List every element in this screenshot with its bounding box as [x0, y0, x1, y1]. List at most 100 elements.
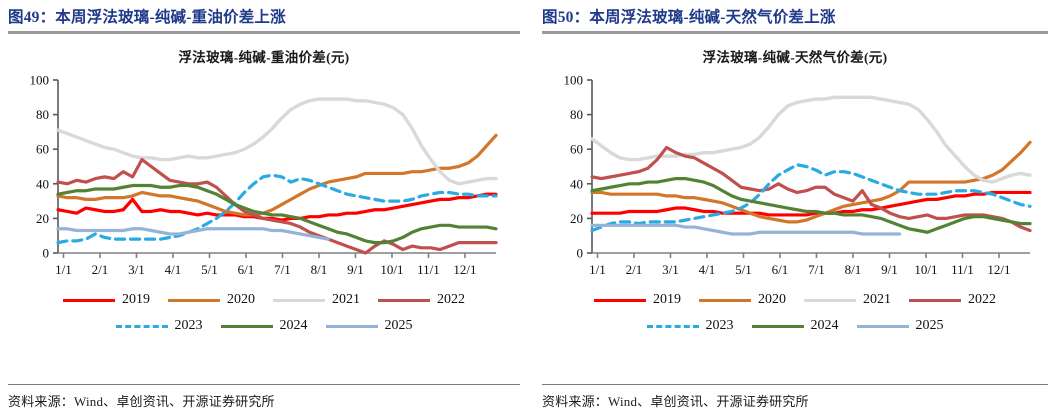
x-tick-label: 7/1: [274, 262, 291, 277]
legend-label-2019: 2019: [122, 292, 150, 307]
y-tick-label: 80: [570, 107, 583, 122]
legend-row-1: 2019 2020 2021 2022: [8, 287, 520, 313]
y-tick-label: 80: [36, 107, 49, 122]
x-tick-label: 5/1: [735, 262, 752, 277]
legend-label-2021: 2021: [863, 292, 891, 307]
x-tick-label: 11/1: [417, 262, 440, 277]
x-tick-label: 11/1: [951, 262, 974, 277]
x-tick-label: 12/1: [453, 262, 476, 277]
chart-plot-49: 0 20 40 60 80 100 1/1 2/1 3/1 4/1 5/1 6/1 7/1 8/1 9/1 1…: [8, 70, 520, 285]
legend-label-2021: 2021: [332, 292, 360, 307]
x-tick-label: 2/1: [626, 262, 643, 277]
legend-label-2025: 2025: [384, 318, 413, 333]
title-rule: [542, 31, 1048, 34]
series-line-2019: [56, 192, 498, 222]
x-tick-label: 4/1: [699, 262, 716, 277]
series-line-2019: [590, 190, 1032, 217]
legend-row-2: 2023 2024 2025: [542, 313, 1048, 339]
x-tick-label: 8/1: [311, 262, 328, 277]
x-tick-label: 6/1: [772, 262, 789, 277]
legend-item-2023[interactable]: 2023: [115, 318, 203, 334]
chart-subtitle-50: 浮法玻璃-纯碱-天然气价差(元): [702, 50, 888, 65]
x-tick-label: 10/1: [380, 262, 403, 277]
legend-item-2020[interactable]: 2020: [699, 292, 786, 308]
legend-swatch-2024: [751, 324, 804, 328]
legend-swatch-2022: [378, 298, 430, 302]
x-tick-label: 6/1: [238, 262, 255, 277]
legend-item-2022[interactable]: 2022: [378, 292, 465, 308]
x-tick-label: 9/1: [881, 262, 898, 277]
series-line-2023: [56, 173, 498, 245]
legend-label-2024: 2024: [810, 318, 839, 333]
source-text-50: 资料来源：Wind、卓创资讯、开源证券研究所: [542, 394, 809, 409]
legend-swatch-2020: [699, 298, 751, 302]
x-tick-label: 1/1: [55, 262, 72, 277]
legend-item-2021[interactable]: 2021: [273, 292, 360, 308]
y-tick-label: 60: [570, 142, 583, 157]
x-tick-label: 5/1: [201, 262, 218, 277]
legend-item-2025[interactable]: 2025: [325, 318, 413, 334]
legend-label-2025: 2025: [915, 318, 944, 333]
figure-title-50: 图50：本周浮法玻璃-纯碱-天然气价差上涨: [542, 9, 836, 26]
y-tick-label: 0: [577, 246, 584, 261]
series-line-2020: [56, 133, 498, 217]
x-tick-label: 7/1: [808, 262, 825, 277]
series-line-2021: [590, 95, 1032, 184]
legend-swatch-2022: [909, 298, 961, 302]
series-line-2025: [56, 227, 330, 241]
figure-header-50: 图50：本周浮法玻璃-纯碱-天然气价差上涨: [542, 0, 1048, 34]
series-line-2021: [56, 97, 498, 186]
legend-label-2019: 2019: [653, 292, 681, 307]
legend-item-2024[interactable]: 2024: [220, 318, 308, 334]
y-tick-label: 40: [36, 176, 49, 191]
source-rule: [542, 383, 1048, 385]
legend-label-2023: 2023: [174, 318, 203, 333]
legend-label-2023: 2023: [705, 318, 734, 333]
series-line-2022: [590, 145, 1032, 233]
legend-swatch-2019: [63, 298, 115, 302]
legend-item-2024[interactable]: 2024: [751, 318, 839, 334]
legend-item-2019[interactable]: 2019: [594, 292, 681, 308]
legend-swatch-2023: [115, 324, 168, 328]
legend-swatch-2020: [168, 298, 220, 302]
y-tick-label: 40: [570, 176, 583, 191]
legend-swatch-2021: [273, 298, 325, 302]
y-tick-label: 20: [570, 211, 583, 226]
legend-item-2019[interactable]: 2019: [63, 292, 150, 308]
x-tick-label: 9/1: [347, 262, 364, 277]
figure-panel-50: 图50：本周浮法玻璃-纯碱-天然气价差上涨 浮法玻璃-纯碱-天然气价差(元) 0…: [528, 0, 1056, 416]
legend-row-1: 2019 2020 2021 2022: [542, 287, 1048, 313]
series-line-2024: [590, 177, 1032, 234]
line-chart-svg: 0 20 40 60 80 100 1/1 2/1 3/1 4/1 5/1 6/1 7/1 8/1 9/1 1…: [30, 73, 498, 277]
x-tick-label: 1/1: [589, 262, 606, 277]
title-rule: [8, 31, 520, 34]
chart-plot-50: 0 20 40 60 80 100 1/1 2/1 3/1 4/1 5/1 6/1 7/1 8/1 9/1 1…: [542, 70, 1048, 285]
chart-subtitle-49: 浮法玻璃-纯碱-重油价差(元): [178, 50, 350, 65]
source-rule: [8, 383, 520, 385]
legend-swatch-2024: [220, 324, 273, 328]
y-tick-label: 100: [564, 73, 584, 88]
x-tick-label: 3/1: [662, 262, 679, 277]
legend-label-2020: 2020: [227, 292, 255, 307]
source-block-50: 资料来源：Wind、卓创资讯、开源证券研究所: [542, 383, 1048, 411]
chart-legend-49: 2019 2020 2021 2022 2023 2024 2025: [8, 287, 520, 339]
legend-swatch-2019: [594, 298, 646, 302]
legend-label-2022: 2022: [437, 292, 465, 307]
x-tick-label: 3/1: [128, 262, 145, 277]
y-tick-label: 60: [36, 142, 49, 157]
legend-item-2025[interactable]: 2025: [856, 318, 944, 334]
series-line-2020: [590, 140, 1032, 224]
legend-item-2022[interactable]: 2022: [909, 292, 996, 308]
legend-swatch-2023: [646, 324, 699, 328]
legend-swatch-2021: [804, 298, 856, 302]
x-tick-label: 2/1: [92, 262, 109, 277]
legend-row-2: 2023 2024 2025: [8, 313, 520, 339]
x-tick-label: 10/1: [914, 262, 937, 277]
legend-item-2023[interactable]: 2023: [646, 318, 734, 334]
source-block-49: 资料来源：Wind、卓创资讯、开源证券研究所: [8, 383, 520, 411]
legend-item-2020[interactable]: 2020: [168, 292, 255, 308]
x-tick-label: 8/1: [845, 262, 862, 277]
y-tick-label: 100: [30, 73, 50, 88]
legend-item-2021[interactable]: 2021: [804, 292, 891, 308]
